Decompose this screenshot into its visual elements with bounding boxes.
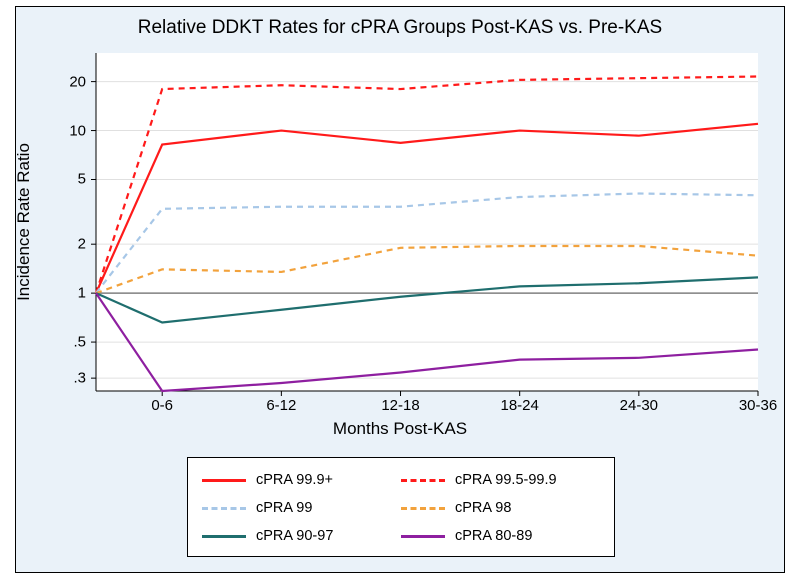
series-line — [96, 246, 758, 293]
y-tick-label: 20 — [26, 73, 86, 90]
legend-label: cPRA 99.5-99.9 — [455, 472, 557, 488]
legend-label: cPRA 99.9+ — [256, 472, 333, 488]
legend-swatch — [401, 479, 445, 482]
chart-panel: Relative DDKT Rates for cPRA Groups Post… — [15, 6, 785, 573]
legend-item: cPRA 99 — [202, 500, 401, 516]
legend-item: cPRA 90-97 — [202, 528, 401, 544]
y-axis-label: Incidence Rate Ratio — [14, 143, 34, 301]
legend-item: cPRA 80-89 — [401, 528, 600, 544]
series-line — [96, 77, 758, 294]
chart-title: Relative DDKT Rates for cPRA Groups Post… — [16, 17, 784, 39]
legend-item: cPRA 99.9+ — [202, 472, 401, 488]
x-tick-label: 6-12 — [266, 397, 296, 414]
plot-area — [96, 53, 758, 391]
legend-label: cPRA 80-89 — [455, 528, 532, 544]
series-line — [96, 194, 758, 294]
x-axis-label: Months Post-KAS — [16, 419, 784, 439]
y-tick-label: .3 — [26, 370, 86, 387]
x-tick-label: 0-6 — [151, 397, 173, 414]
x-tick-label: 24-30 — [620, 397, 658, 414]
y-tick-label: .5 — [26, 334, 86, 351]
y-tick-label: 5 — [26, 171, 86, 188]
y-tick-label: 2 — [26, 236, 86, 253]
legend-label: cPRA 98 — [455, 500, 511, 516]
legend: cPRA 99.9+ cPRA 99.5-99.9 cPRA 99 cPRA 98 cP… — [187, 457, 615, 557]
legend-label: cPRA 99 — [256, 500, 312, 516]
plot-svg — [96, 53, 758, 391]
y-tick-label: 10 — [26, 122, 86, 139]
legend-item: cPRA 99.5-99.9 — [401, 472, 600, 488]
legend-item: cPRA 98 — [401, 500, 600, 516]
legend-swatch — [202, 535, 246, 538]
legend-swatch — [202, 479, 246, 482]
legend-swatch — [202, 507, 246, 510]
x-tick-label: 12-18 — [381, 397, 419, 414]
series-line — [96, 277, 758, 322]
legend-swatch — [401, 535, 445, 538]
legend-swatch — [401, 507, 445, 510]
y-tick-label: 1 — [26, 285, 86, 302]
x-tick-label: 18-24 — [500, 397, 538, 414]
x-tick-label: 30-36 — [739, 397, 777, 414]
legend-label: cPRA 90-97 — [256, 528, 333, 544]
series-line — [96, 124, 758, 293]
